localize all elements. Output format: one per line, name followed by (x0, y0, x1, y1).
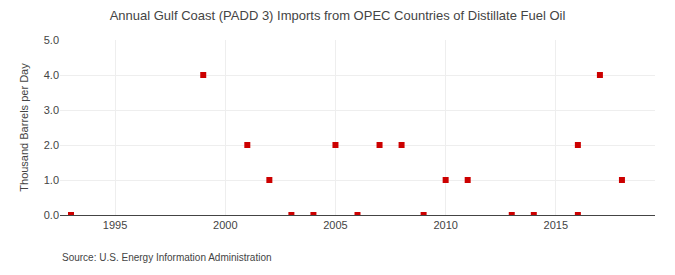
svg-text:5.0: 5.0 (44, 34, 59, 46)
svg-text:1995: 1995 (103, 219, 127, 231)
svg-text:Thousand Barrels per Day: Thousand Barrels per Day (18, 63, 30, 192)
svg-text:1.0: 1.0 (44, 174, 59, 186)
svg-text:2000: 2000 (213, 219, 237, 231)
svg-text:0.0: 0.0 (44, 209, 59, 221)
svg-text:Annual Gulf Coast (PADD 3) Imp: Annual Gulf Coast (PADD 3) Imports from … (110, 8, 566, 23)
svg-text:2015: 2015 (544, 219, 568, 231)
svg-text:3.0: 3.0 (44, 104, 59, 116)
svg-text:Source: U.S. Energy Informatio: Source: U.S. Energy Information Administ… (62, 252, 272, 263)
svg-text:2.0: 2.0 (44, 139, 59, 151)
svg-text:2005: 2005 (323, 219, 347, 231)
svg-text:4.0: 4.0 (44, 69, 59, 81)
svg-text:2010: 2010 (433, 219, 457, 231)
